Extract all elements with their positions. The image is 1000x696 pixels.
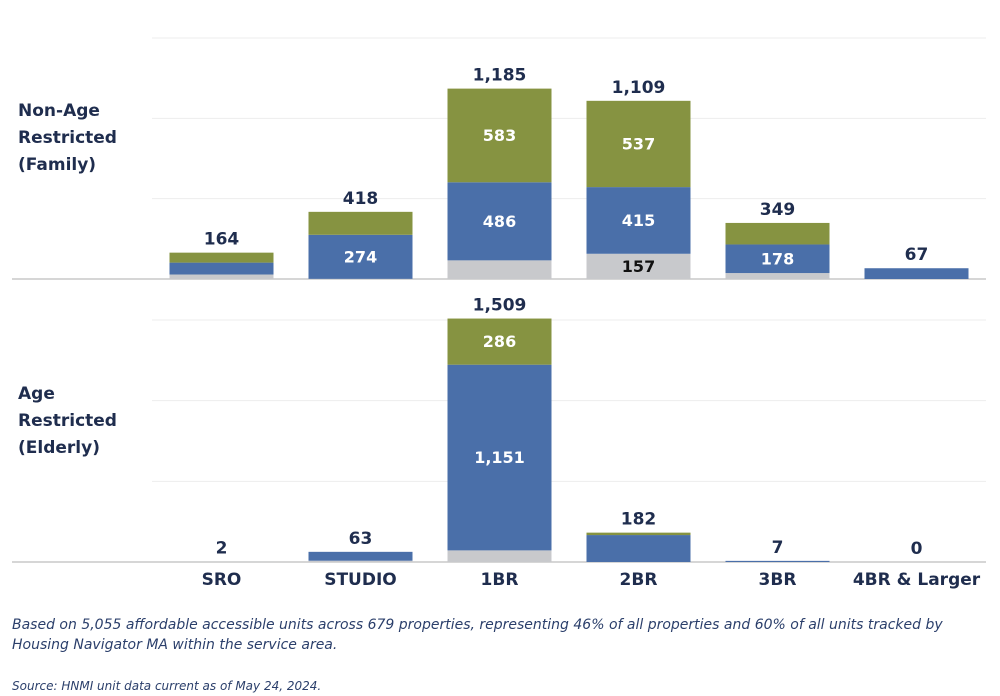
bar-segment [448, 550, 552, 562]
bar-segment [170, 263, 274, 275]
total-label: 182 [621, 510, 657, 530]
x-tick-label: 2BR [620, 570, 658, 590]
bar-segment [448, 260, 552, 279]
segment-label: 286 [483, 332, 516, 351]
bar-segment [726, 561, 830, 562]
footnote: Based on 5,055 affordable accessible uni… [12, 615, 962, 655]
bar-segment [726, 273, 830, 279]
bar-segment [309, 552, 413, 561]
segment-label: 415 [622, 211, 655, 230]
segment-label: 486 [483, 212, 516, 231]
row-label: Age Restricted (Elderly) [18, 381, 140, 462]
segment-label: 274 [344, 247, 377, 266]
total-label: 164 [204, 230, 240, 250]
x-tick-label: SRO [202, 570, 242, 590]
bar-segment [170, 275, 274, 279]
segment-label: 583 [483, 126, 516, 145]
total-label: 1,109 [612, 78, 666, 98]
bar-segment [309, 212, 413, 235]
segment-label: 157 [622, 257, 655, 276]
total-label: 67 [905, 245, 929, 265]
bar-segment [726, 223, 830, 245]
row-label: Non-Age Restricted (Family) [18, 98, 140, 179]
total-label: 1,185 [473, 66, 527, 86]
x-tick-label: 1BR [481, 570, 519, 590]
segment-label: 537 [622, 134, 655, 153]
total-label: 2 [216, 539, 228, 559]
segment-label: 1,151 [474, 448, 525, 467]
total-label: 7 [772, 538, 784, 558]
total-label: 1,509 [473, 296, 527, 316]
segment-label: 178 [761, 249, 794, 268]
x-tick-label: STUDIO [324, 570, 397, 590]
total-label: 63 [349, 529, 373, 549]
x-tick-label: 3BR [759, 570, 797, 590]
total-label: 349 [760, 200, 796, 220]
source: Source: HNMI unit data current as of May… [12, 676, 962, 696]
bar-segment [587, 533, 691, 535]
total-label: 418 [343, 189, 379, 209]
bar-segment [309, 561, 413, 562]
bar-segment [865, 268, 969, 279]
x-tick-label: 4BR & Larger [853, 570, 981, 590]
total-label: 0 [911, 539, 923, 559]
bar-segment [170, 253, 274, 263]
bar-segment [587, 535, 691, 562]
